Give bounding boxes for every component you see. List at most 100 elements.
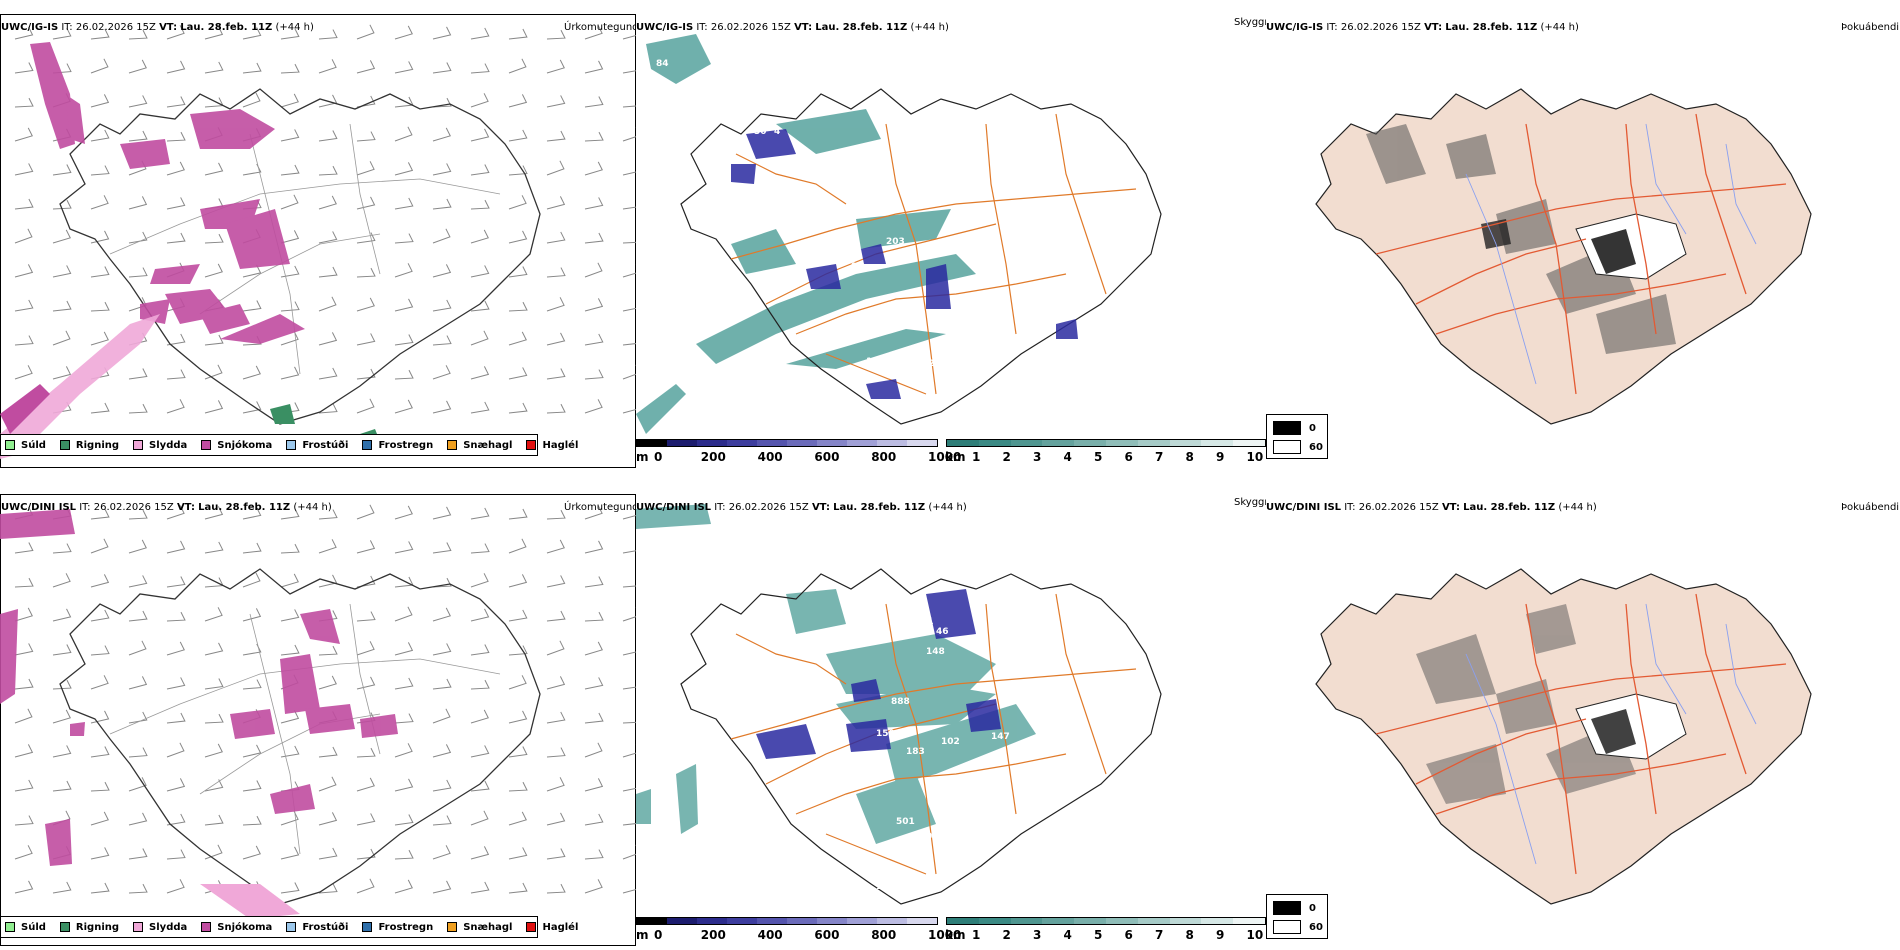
model-name: UWC/IG-IS xyxy=(636,22,694,33)
wind-barb xyxy=(242,62,262,74)
fog-indicator-map: UWC/IG-IS IT: 26.02.2026 15Z VT: Lau. 28… xyxy=(1266,14,1900,468)
colorbar-segment xyxy=(847,440,877,446)
legend-swatch xyxy=(5,440,15,450)
wind-barb xyxy=(508,746,528,758)
init-time: 26.02.2026 15Z xyxy=(728,502,809,513)
wind-barb xyxy=(128,676,148,690)
wind-barb xyxy=(204,364,223,380)
cloudbase-value-label: 91 xyxy=(916,602,929,612)
colorbar-segment xyxy=(697,918,727,924)
visibility-tick-label: 4 xyxy=(1063,450,1072,464)
wind-barb xyxy=(584,161,603,176)
wind-barb xyxy=(166,369,186,380)
it-label: IT: xyxy=(696,22,708,33)
colorbar-segment xyxy=(637,440,667,446)
wind-barb xyxy=(242,27,262,40)
navy-areas xyxy=(731,129,1078,399)
wind-barb xyxy=(622,743,636,758)
wind-barb xyxy=(584,369,604,380)
wind-barb xyxy=(508,402,528,414)
wind-barb xyxy=(546,29,566,40)
wind-barb xyxy=(128,848,148,860)
wind-barb xyxy=(356,368,376,380)
cloudbase-colorbar xyxy=(636,439,938,447)
fog-dark xyxy=(1591,229,1636,274)
cloud-map-svg: 9191461488881501021831241014750105254012… xyxy=(636,504,1162,905)
vt-label: VT: xyxy=(1441,502,1460,513)
wind-barb xyxy=(622,263,636,278)
colorbar-segment xyxy=(1233,918,1265,924)
wind-barb xyxy=(622,880,636,894)
lead-time: (+44 h) xyxy=(1558,502,1597,513)
wind-barb xyxy=(622,26,636,40)
colorbar-segment xyxy=(727,918,757,924)
wind-barb xyxy=(432,779,452,792)
visibility-tick-label: 2 xyxy=(1002,928,1011,942)
precip-legend: Súld Rigning Slydda Snjókoma Frostúði Fr… xyxy=(0,434,578,456)
wind-barb xyxy=(394,126,413,142)
wind-barb xyxy=(14,127,33,142)
legend-item: Súld xyxy=(5,922,46,933)
wind-barb xyxy=(52,644,72,656)
wind-barb xyxy=(432,26,452,40)
precip-map-svg xyxy=(0,24,636,459)
visibility-tick-label: 1 xyxy=(972,928,981,942)
wind-barb xyxy=(394,298,414,312)
cloudbase-value-label: 02 xyxy=(696,117,709,127)
colorbar-segment xyxy=(907,440,937,446)
wind-barb xyxy=(52,881,72,894)
teal-areas xyxy=(636,34,976,434)
cloudbase-value-label: 183 xyxy=(906,747,925,757)
wind-barb xyxy=(508,574,528,588)
teal-areas xyxy=(636,504,1036,844)
wind-barb xyxy=(52,573,71,588)
wind-barb xyxy=(52,679,72,690)
wind-barb xyxy=(622,550,636,554)
wind-barb xyxy=(128,130,148,142)
wind-barb xyxy=(432,542,452,554)
valid-time: Lau. 28.feb. 11Z xyxy=(198,502,291,513)
vt-label: VT: xyxy=(159,22,178,33)
wind-barb xyxy=(90,331,109,346)
wind-barb xyxy=(242,365,261,380)
wind-barb xyxy=(432,400,452,414)
wind-barb xyxy=(394,369,414,380)
row-top: UWC/IG-IS IT: 26.02.2026 15Z VT: Lau. 28… xyxy=(0,14,1900,468)
wind-barb xyxy=(432,335,452,346)
cloudbase-value-label: 9 xyxy=(851,262,857,272)
wind-barb xyxy=(90,402,110,414)
colorbar-segment xyxy=(847,918,877,924)
colorbar-segment xyxy=(787,918,817,924)
precip-map-svg xyxy=(0,504,636,919)
wind-barb xyxy=(280,331,299,346)
wind-barb xyxy=(546,509,566,520)
fog-legend-row: 0 xyxy=(1273,901,1316,915)
fog-legend-swatch xyxy=(1273,901,1301,915)
cloudbase-tick-label: 400 xyxy=(757,928,783,942)
wind-barb xyxy=(52,27,72,40)
wind-barb xyxy=(204,607,223,622)
legend-swatch xyxy=(286,922,297,932)
visibility-tick-label: 9 xyxy=(1216,928,1225,942)
wind-barb xyxy=(394,642,414,656)
wind-barb xyxy=(356,747,376,758)
wind-barb xyxy=(394,263,413,278)
fog-title: Þokuábendi xyxy=(1841,502,1900,513)
wind-barb xyxy=(90,811,109,826)
wind-barb xyxy=(128,59,147,74)
init-time: 26.02.2026 15Z xyxy=(1340,22,1421,33)
wind-barb xyxy=(546,297,565,312)
wind-barb xyxy=(166,879,185,894)
wind-barb xyxy=(204,400,224,414)
colorbar-segment xyxy=(1105,440,1138,446)
roads xyxy=(1375,113,1787,395)
wind-barb xyxy=(242,815,262,826)
wind-barb xyxy=(242,401,262,414)
cloudbase-tick-label: 600 xyxy=(814,928,840,942)
cloudbase-value-label: 150 xyxy=(876,729,895,739)
cloudbase-value-label: 501 xyxy=(896,817,915,827)
wind-barb xyxy=(280,644,300,656)
wind-barb xyxy=(52,229,71,244)
precip-title: Úrkomutegund xyxy=(564,22,636,33)
wind-barb xyxy=(128,747,148,758)
